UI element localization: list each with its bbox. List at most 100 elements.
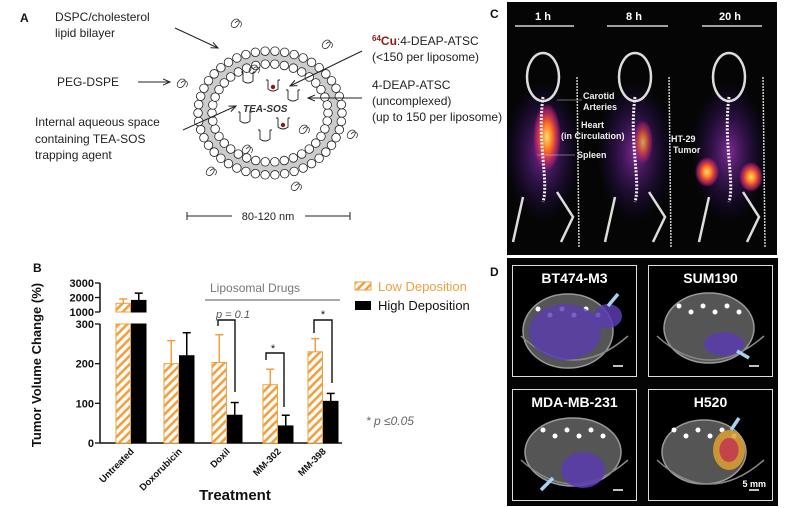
- x-tick-label: Untreated: [97, 446, 136, 485]
- chelator-icon: [238, 111, 252, 124]
- slice-image: [520, 417, 629, 492]
- lipid-bead: [199, 83, 209, 93]
- lipid-bead: [289, 49, 299, 60]
- peg-chain-icon: [298, 124, 310, 134]
- lipid-bead: [320, 124, 330, 134]
- bar: [278, 425, 294, 444]
- pet-signal: [529, 304, 601, 360]
- lipid-bead: [316, 84, 326, 95]
- tumor-signal: [704, 332, 744, 356]
- free-label-2: (uncomplexed): [372, 94, 451, 108]
- legend-swatch-high: [355, 301, 371, 310]
- peg-chain-icon: [176, 78, 188, 88]
- panel-c-pet-ct: 1 h 8 h 20 h Carotid Arteries Heart (in …: [505, 2, 777, 255]
- bar-upper: [115, 302, 131, 313]
- lipid-bead: [288, 63, 298, 73]
- scale-label: 5 mm: [742, 479, 766, 489]
- x-tick-label: MM-398: [296, 446, 328, 478]
- bar: [131, 323, 147, 444]
- lipid-bead: [199, 133, 209, 143]
- bar: [262, 384, 278, 444]
- lipid-bead: [270, 59, 280, 69]
- tumor-signal-right: [739, 162, 763, 192]
- chelator-icon: [258, 129, 272, 142]
- bilayer-label-2: lipid bilayer: [55, 26, 115, 40]
- lipid-bead: [216, 153, 226, 164]
- lipid-bead: [216, 62, 226, 73]
- tail: [668, 76, 672, 248]
- bone: [695, 427, 701, 433]
- lipid-bead: [337, 108, 347, 118]
- bilayer-label-1: DSPC/cholesterol: [55, 10, 150, 24]
- lipid-bead: [226, 72, 236, 82]
- lipid-bead: [320, 92, 330, 102]
- panel-c-letter-wrap: C: [490, 7, 499, 21]
- slice-bt474: BT474-M3: [512, 265, 637, 377]
- lipid-bead: [241, 49, 251, 60]
- slice-sum190: SUM190: [648, 265, 773, 377]
- lipid-bead: [209, 69, 219, 79]
- aqueous-label-2: containing TEA-SOS: [35, 132, 146, 146]
- panels-a-b: A DSPC/cholesterol lipid bilayer PEG-DSP…: [20, 10, 502, 504]
- lipid-bead: [306, 158, 317, 169]
- bone: [564, 427, 570, 433]
- lipid-bead: [203, 76, 214, 86]
- tumor-signal: [561, 452, 605, 488]
- blood-signal: [633, 120, 653, 164]
- lipid-bead: [208, 100, 218, 110]
- liposome-diagram: [176, 18, 358, 191]
- bone: [588, 427, 594, 433]
- peg-chain-icon: [205, 166, 217, 176]
- y-tick-label: 300: [76, 319, 94, 331]
- chelator-icon: [266, 79, 280, 92]
- pet-signal: [691, 82, 767, 222]
- lipid-bead: [214, 131, 224, 142]
- lipid-bead: [223, 57, 234, 68]
- lipid-bead: [279, 155, 289, 166]
- lipid-bead: [336, 99, 347, 110]
- lipid-bead: [279, 169, 290, 179]
- tumor-label-1: HT-29: [671, 134, 696, 144]
- slice-title: BT474-M3: [541, 270, 608, 286]
- tumor-arrow-icon: [729, 417, 741, 431]
- lipid-bead: [210, 92, 220, 102]
- lipid-bead: [270, 170, 280, 180]
- panel-b-letter: B: [33, 261, 42, 275]
- heart-signal: [533, 103, 561, 171]
- lipid-bead: [331, 133, 341, 143]
- spleen-label: Spleen: [577, 150, 607, 160]
- free-label-3: (up to 150 per liposome): [372, 110, 502, 124]
- tumor-signal-left: [695, 157, 719, 187]
- mouse-pet-ct-image: [505, 51, 581, 248]
- bilayer-core: [199, 52, 341, 174]
- spine: [539, 96, 547, 203]
- lipid-bead: [334, 125, 345, 135]
- tumor-core: [719, 438, 739, 462]
- slice-image: [520, 292, 629, 369]
- scale-bar: 80-120 nm: [186, 211, 351, 223]
- bracket-mm302: [265, 352, 285, 407]
- bar: [227, 414, 243, 444]
- lipid-bead: [214, 84, 224, 95]
- bone: [671, 427, 677, 433]
- aqueous-label-1: Internal aqueous space: [35, 115, 160, 129]
- free-label-1: 4-DEAP-ATSC: [372, 78, 451, 92]
- carotid-label-1: Carotid: [583, 91, 615, 101]
- slice-mda-mb-231: MDA-MB-231: [512, 389, 637, 501]
- pet-ct-images: 1 h 8 h 20 h Carotid Arteries Heart (in …: [505, 11, 767, 248]
- time-1h: 1 h: [535, 11, 551, 23]
- bone: [552, 433, 558, 439]
- lipid-bead: [223, 158, 234, 169]
- bone: [724, 303, 730, 309]
- y-axis-label: Tumor Volume Change (%): [29, 283, 44, 447]
- bone: [540, 427, 546, 433]
- lipid-bead: [226, 144, 236, 154]
- cu-label: 64Cu:4-DEAP-ATSC: [372, 34, 479, 48]
- x-tick-label: Doxorubicin: [138, 446, 185, 493]
- lipid-bead: [193, 108, 203, 118]
- spine: [725, 96, 733, 203]
- lipid-bead: [210, 124, 220, 134]
- legend-swatch-low: [354, 281, 372, 291]
- bone: [736, 309, 742, 315]
